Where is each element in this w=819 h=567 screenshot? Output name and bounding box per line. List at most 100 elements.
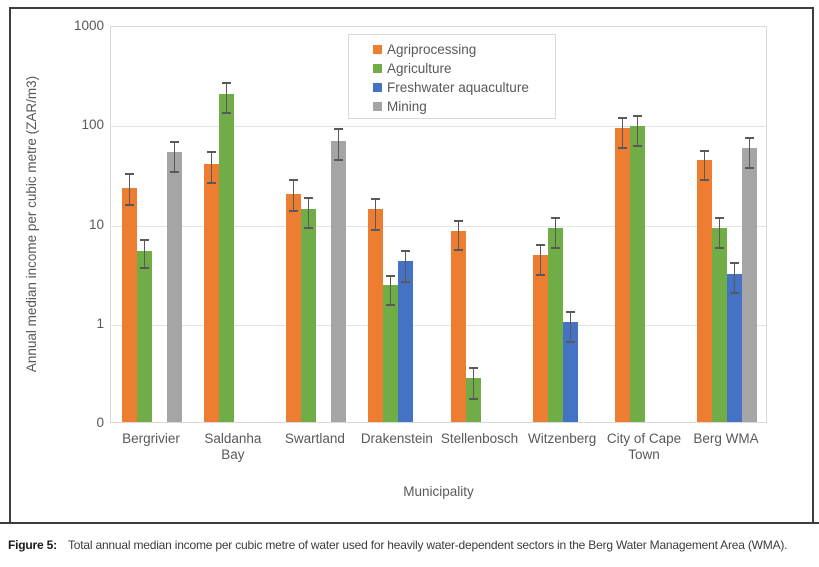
legend-label-mining: Mining — [387, 99, 427, 114]
error-cap-low-agriprocessing-city-of-cape-town — [617, 146, 627, 149]
error-cap-high-mining-swartland — [334, 128, 344, 131]
legend-label-agriculture: Agriculture — [387, 61, 452, 76]
bar-agriprocessing-berg-wma — [696, 159, 712, 422]
bar-agriculture-saldanha-bay — [219, 94, 235, 422]
bar-agriprocessing-drakenstein — [368, 209, 384, 422]
bar-agriculture-witzenberg — [547, 228, 563, 422]
error-cap-high-freshwater-aquaculture-berg-wma — [729, 261, 739, 264]
y-tick-1: 1 — [96, 315, 104, 331]
error-cap-low-agriprocessing-witzenberg — [535, 273, 545, 276]
x-label-stellenbosch: Stellenbosch — [440, 431, 519, 446]
error-cap-high-freshwater-aquaculture-witzenberg — [565, 310, 575, 313]
gridline-1 — [111, 324, 766, 326]
error-cap-low-agriprocessing-berg-wma — [699, 178, 709, 181]
figure-caption-text: Total annual median income per cubic met… — [68, 538, 788, 552]
error-cap-low-agriculture-stellenbosch — [468, 397, 478, 400]
error-bar-agriprocessing-bergrivier — [129, 174, 131, 206]
x-label-saldanha-bay: Saldanha Bay — [204, 431, 262, 462]
bar-agriprocessing-stellenbosch — [450, 230, 466, 422]
legend-swatch-agriprocessing — [373, 45, 382, 54]
error-bar-agriculture-stellenbosch — [472, 367, 474, 399]
error-bar-agriculture-city-of-cape-town — [636, 115, 638, 146]
legend-label-freshwater-aquaculture: Freshwater aquaculture — [387, 80, 529, 95]
bar-agriprocessing-witzenberg — [532, 255, 548, 422]
error-cap-high-agriculture-city-of-cape-town — [632, 114, 642, 117]
error-cap-low-agriculture-berg-wma — [714, 246, 724, 249]
error-cap-high-agriprocessing-berg-wma — [699, 149, 709, 152]
legend-item-freshwater-aquaculture: Freshwater aquaculture — [373, 78, 555, 97]
error-cap-low-agriculture-saldanha-bay — [222, 112, 232, 115]
error-cap-low-agriculture-city-of-cape-town — [632, 144, 642, 147]
error-cap-high-agriculture-swartland — [304, 196, 314, 199]
x-label-swartland: Swartland — [284, 431, 345, 446]
bar-agriculture-stellenbosch — [465, 377, 481, 422]
error-cap-low-mining-swartland — [334, 158, 344, 161]
bar-agriprocessing-city-of-cape-town — [614, 127, 630, 422]
error-bar-agriculture-swartland — [308, 197, 310, 228]
legend-swatch-freshwater-aquaculture — [373, 83, 382, 92]
error-cap-low-agriprocessing-saldanha-bay — [207, 181, 217, 184]
y-tick-0: 0 — [96, 415, 104, 430]
gridline-100 — [111, 126, 766, 128]
error-bar-agriprocessing-witzenberg — [539, 244, 541, 275]
x-axis-title: Municipality — [403, 484, 474, 499]
error-cap-high-agriculture-bergrivier — [140, 238, 150, 241]
error-cap-low-agriprocessing-drakenstein — [371, 229, 381, 231]
legend-item-agriprocessing: Agriprocessing — [373, 40, 555, 59]
error-cap-high-freshwater-aquaculture-drakenstein — [401, 250, 411, 253]
x-label-drakenstein: Drakenstein — [360, 431, 433, 446]
error-bar-freshwater-aquaculture-berg-wma — [733, 262, 735, 293]
error-cap-high-agriculture-stellenbosch — [468, 366, 478, 369]
x-label-berg-wma: Berg WMA — [693, 431, 759, 446]
bar-mining-swartland — [331, 140, 347, 422]
error-cap-high-agriprocessing-saldanha-bay — [207, 151, 217, 153]
y-tick-100: 100 — [81, 117, 104, 133]
legend-swatch-mining — [373, 102, 382, 111]
x-label-bergrivier: Bergrivier — [122, 431, 180, 446]
error-bar-agriprocessing-drakenstein — [375, 199, 377, 231]
x-label-witzenberg: Witzenberg — [527, 431, 597, 446]
error-bar-agriculture-drakenstein — [390, 276, 392, 305]
error-cap-high-agriculture-witzenberg — [550, 216, 560, 219]
bar-agriculture-swartland — [301, 209, 317, 422]
error-bar-agriprocessing-swartland — [293, 179, 295, 211]
error-cap-high-agriculture-berg-wma — [714, 216, 724, 219]
bar-agriprocessing-swartland — [286, 193, 302, 422]
error-cap-low-agriprocessing-bergrivier — [125, 204, 135, 207]
error-cap-high-agriculture-drakenstein — [386, 275, 396, 277]
figure-caption: Figure 5: Total annual median income per… — [8, 538, 813, 552]
error-cap-low-agriculture-bergrivier — [140, 267, 150, 270]
bar-mining-bergrivier — [167, 152, 183, 422]
bar-freshwater-aquaculture-drakenstein — [398, 260, 414, 422]
error-cap-high-mining-bergrivier — [170, 140, 180, 143]
y-tick-10: 10 — [88, 216, 104, 232]
error-bar-agriculture-bergrivier — [144, 239, 146, 269]
y-tick-1000: 1000 — [73, 18, 104, 33]
error-bar-agriprocessing-city-of-cape-town — [621, 117, 623, 148]
error-bar-mining-bergrivier — [174, 141, 176, 172]
error-cap-high-mining-berg-wma — [744, 137, 754, 140]
y-axis-title-text: Annual median income per cubic metre (ZA… — [24, 75, 39, 373]
gridline-10 — [111, 225, 766, 227]
error-cap-low-freshwater-aquaculture-witzenberg — [565, 341, 575, 343]
plot-area: Agriprocessing Agriculture Freshwater aqua… — [110, 26, 767, 423]
error-cap-high-agriprocessing-city-of-cape-town — [617, 116, 627, 119]
error-bar-agriculture-berg-wma — [718, 217, 720, 248]
error-bar-freshwater-aquaculture-witzenberg — [569, 311, 571, 342]
bar-agriculture-city-of-cape-town — [629, 126, 645, 422]
error-cap-low-agriculture-witzenberg — [550, 246, 560, 249]
legend-item-mining: Mining — [373, 97, 555, 116]
bar-agriculture-berg-wma — [711, 228, 727, 422]
bar-freshwater-aquaculture-witzenberg — [562, 321, 578, 422]
legend: Agriprocessing Agriculture Freshwater aqua… — [348, 34, 556, 119]
bar-agriprocessing-saldanha-bay — [204, 163, 220, 422]
legend-item-agriculture: Agriculture — [373, 59, 555, 78]
error-cap-high-agriprocessing-witzenberg — [535, 243, 545, 246]
error-cap-low-agriprocessing-stellenbosch — [453, 248, 463, 251]
error-cap-low-mining-berg-wma — [744, 167, 754, 169]
bar-agriculture-bergrivier — [137, 250, 153, 422]
legend-swatch-agriculture — [373, 64, 382, 73]
error-bar-agriprocessing-stellenbosch — [457, 221, 459, 250]
error-cap-high-agriculture-saldanha-bay — [222, 82, 232, 85]
